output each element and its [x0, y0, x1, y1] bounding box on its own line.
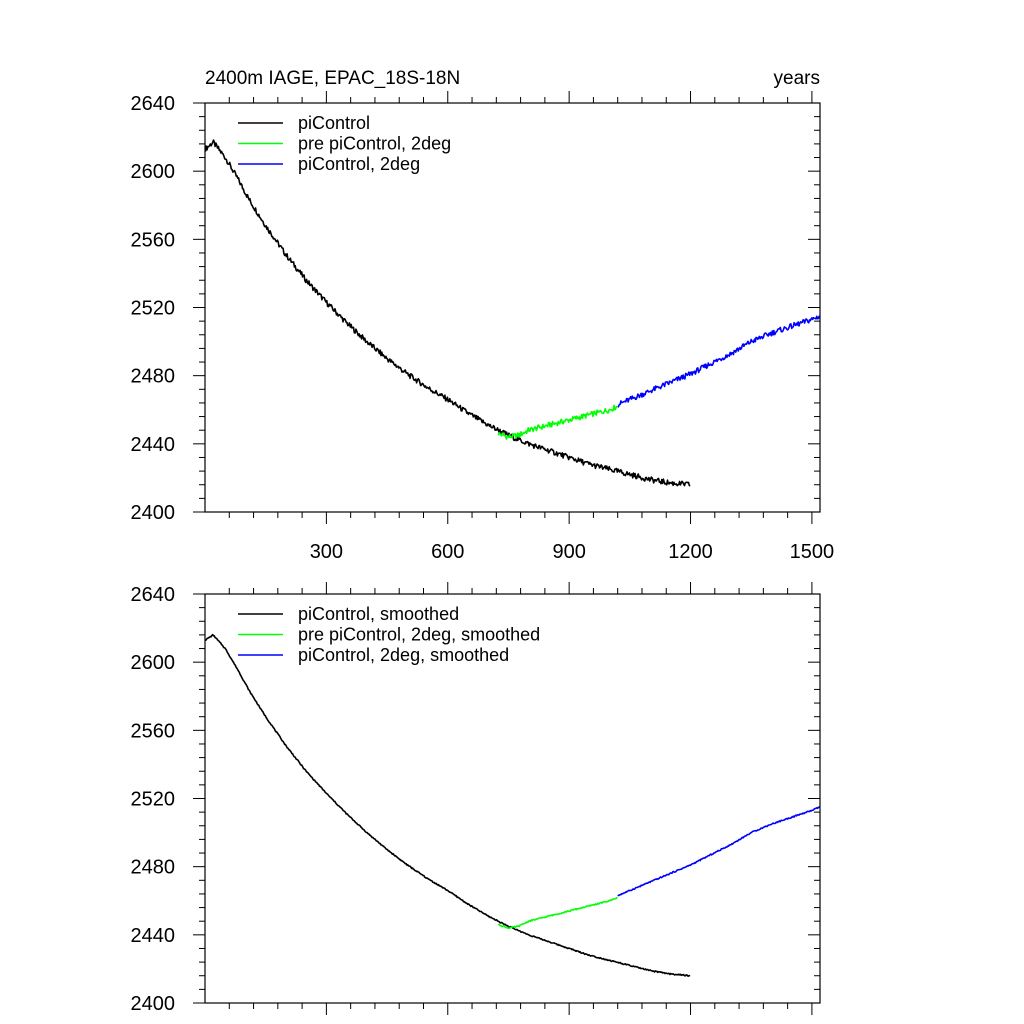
- x-tick-label: 1500: [790, 541, 835, 563]
- legend-label-2: pre piControl, 2deg: [298, 134, 451, 154]
- chart-title: 2400m IAGE, EPAC_18S-18N: [205, 68, 460, 89]
- series-line-1: [204, 633, 691, 977]
- y-tick-label: 2400: [131, 502, 176, 524]
- y-tick-label: 2640: [131, 584, 176, 606]
- y-tick-label: 2440: [131, 925, 176, 947]
- series-line-1: [204, 139, 691, 487]
- units-label: years: [774, 68, 820, 89]
- y-tick-label: 2520: [131, 789, 176, 811]
- series-line-3: [617, 315, 820, 408]
- legend-label-1: piControl, smoothed: [298, 604, 459, 624]
- y-tick-label: 2400: [131, 993, 176, 1015]
- x-tick-label: 900: [552, 541, 585, 563]
- series-line-2: [497, 896, 618, 930]
- legend-label-2: pre piControl, 2deg, smoothed: [298, 625, 540, 645]
- x-tick-label: 1200: [668, 541, 713, 563]
- series-line-2: [497, 404, 618, 440]
- top-panel: 2400m IAGE, EPAC_18S-18N years 2400 2440 248…: [131, 68, 835, 563]
- x-tick-label: 600: [431, 541, 464, 563]
- plot-frame: [204, 102, 821, 513]
- y-tick-label: 2640: [131, 93, 176, 115]
- series-line-3: [617, 806, 821, 897]
- legend-label-3: piControl, 2deg: [298, 154, 420, 174]
- y-tick-label: 2480: [131, 366, 176, 388]
- x-tick-label: 300: [310, 541, 343, 563]
- y-tick-label: 2480: [131, 857, 176, 879]
- legend-label-1: piControl: [298, 113, 370, 133]
- bottom-panel: 2400 2440 2480 2520 2560 2600 2640 piControl, s…: [131, 582, 821, 1015]
- legend-label-3: piControl, 2deg, smoothed: [298, 645, 509, 665]
- plot-frame: [204, 593, 821, 1004]
- y-tick-label: 2520: [131, 298, 176, 320]
- y-tick-label: 2600: [131, 652, 176, 674]
- y-tick-label: 2440: [131, 434, 176, 456]
- y-tick-label: 2600: [131, 161, 176, 183]
- y-tick-label: 2560: [131, 229, 176, 251]
- y-tick-label: 2560: [131, 720, 176, 742]
